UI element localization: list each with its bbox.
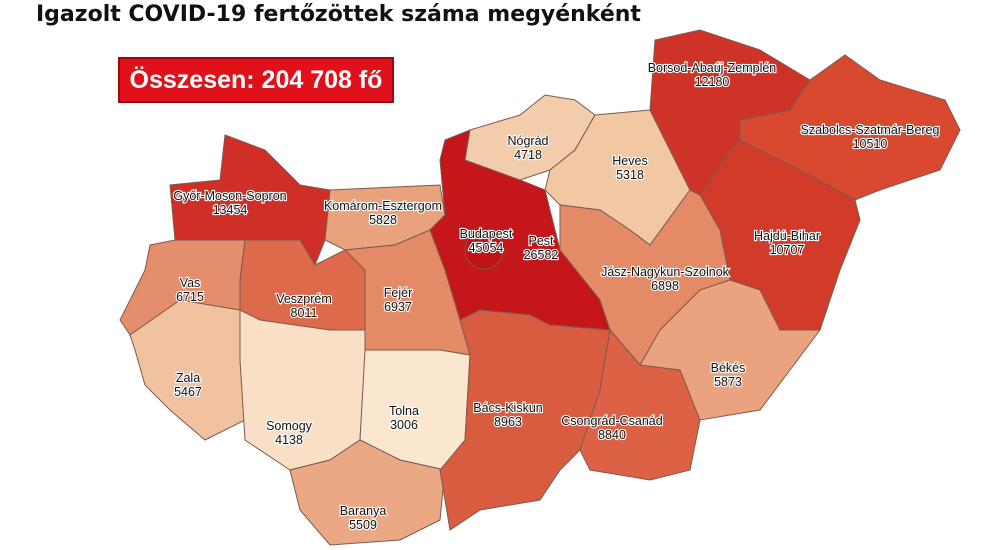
county-zala [129,299,246,441]
county-name-label: Fejér [384,286,412,300]
county-value-label: 8963 [494,415,522,429]
county-value-label: 3006 [390,418,418,432]
county-name-label: Győr-Moson-Sopron [173,189,286,203]
county-békés [639,279,821,421]
county-value-label: 5509 [349,518,377,532]
county-value-label: 45054 [469,241,504,255]
county-name-label: Veszprém [276,292,332,306]
county-value-label: 5318 [616,168,644,182]
total-cases-badge: Összesen: 204 708 fő [118,57,394,103]
map-title: Igazolt COVID-19 fertőzöttek száma megyé… [36,2,641,27]
county-name-label: Heves [612,154,647,168]
county-value-label: 4138 [275,433,303,447]
county-name-label: Budapest [460,227,513,241]
county-bács-kiskun [439,309,611,531]
county-name-label: Hajdú-Bihar [754,229,820,243]
county-value-label: 5467 [174,385,202,399]
county-name-label: Csongrád-Csanád [561,414,662,428]
county-name-label: Somogy [266,419,313,433]
county-value-label: 4718 [514,148,542,162]
county-name-label: Vas [180,276,201,290]
county-value-label: 6715 [176,290,204,304]
county-value-label: 8840 [598,428,626,442]
county-value-label: 13454 [213,203,248,217]
county-name-label: Komárom-Esztergom [324,199,442,213]
county-szabolcs-szatmár-bereg [739,54,961,201]
county-name-label: Zala [176,371,200,385]
county-name-label: Bács-Kiskun [473,401,543,415]
county-value-label: 6898 [651,279,679,293]
county-name-label: Pest [528,234,554,248]
county-name-label: Nógrád [508,134,549,148]
county-name-label: Békés [711,361,746,375]
county-budapest [464,230,504,270]
county-name-label: Baranya [340,504,387,518]
county-value-label: 5873 [714,375,742,389]
county-name-label: Jász-Nagykun-Szolnok [601,265,730,279]
county-value-label: 6937 [384,300,412,314]
county-value-label: 10510 [853,137,888,151]
county-value-label: 8011 [291,306,318,320]
county-name-label: Borsod-Abaúj-Zemplén [648,61,777,75]
county-value-label: 12180 [695,75,730,89]
county-value-label: 5828 [369,213,397,227]
county-value-label: 10707 [770,243,805,257]
county-baranya [289,439,446,546]
county-value-label: 26582 [524,248,559,262]
county-name-label: Tolna [389,404,419,418]
county-name-label: Szabolcs-Szatmár-Bereg [801,123,940,137]
